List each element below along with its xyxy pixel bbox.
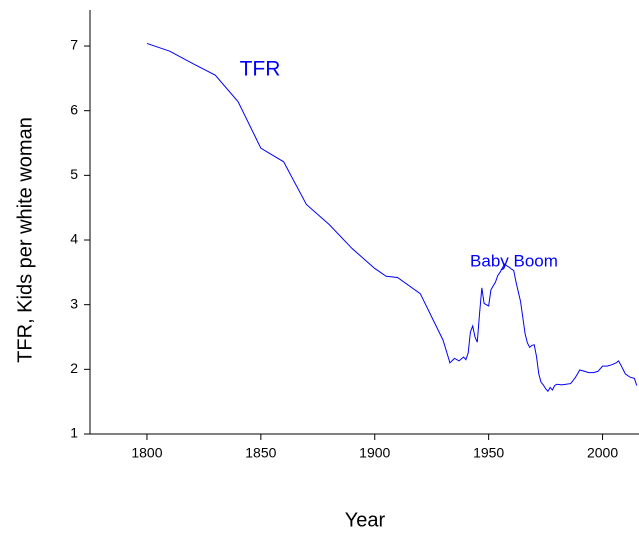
y-tick-label: 6 <box>70 101 78 117</box>
y-axis-title: TFR, Kids per white woman <box>14 117 36 363</box>
x-tick-label: 1850 <box>245 445 276 461</box>
annotation: TFR <box>240 58 281 81</box>
x-tick-label: 2000 <box>587 445 618 461</box>
y-tick-label: 4 <box>70 231 78 247</box>
x-tick-label: 1800 <box>131 445 162 461</box>
x-axis-title: Year <box>345 509 386 531</box>
y-tick-label: 2 <box>70 360 78 376</box>
y-tick-label: 3 <box>70 295 78 311</box>
annotation: Baby Boom <box>470 251 558 270</box>
x-tick-label: 1900 <box>359 445 390 461</box>
y-tick-label: 7 <box>70 37 78 53</box>
y-tick-label: 1 <box>70 425 78 441</box>
x-tick-label: 1950 <box>473 445 504 461</box>
series-line <box>146 42 638 393</box>
y-tick-label: 5 <box>70 166 78 182</box>
